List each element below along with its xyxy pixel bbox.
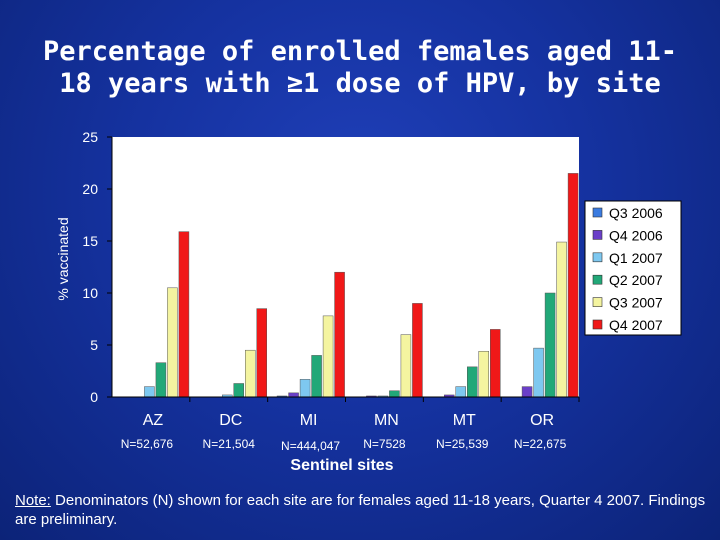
legend-label: Q4 2007 <box>609 317 663 333</box>
legend-label: Q1 2007 <box>609 250 663 266</box>
y-tick-label: 25 <box>82 129 98 145</box>
bar <box>521 386 533 398</box>
x-tick-label: OR <box>530 412 554 429</box>
legend-swatch <box>592 319 603 330</box>
x-tick-label: AZ <box>143 412 164 429</box>
title-line-1: Percentage of enrolled females aged 11- <box>43 36 677 67</box>
y-tick-label: 20 <box>82 181 98 197</box>
bar <box>144 386 155 398</box>
bar <box>567 173 579 398</box>
bar <box>167 287 178 398</box>
bar <box>233 383 244 398</box>
plot-area <box>112 137 579 397</box>
bar <box>556 241 567 398</box>
bar <box>412 303 423 398</box>
legend-swatch <box>592 297 603 307</box>
footnote: Note: Denominators (N) shown for each si… <box>15 491 715 529</box>
bar <box>455 386 466 398</box>
bar-chart: 0 5 10 15 20 25 % vaccinated AZ N=52,676 DC N=21,5… <box>55 129 682 474</box>
bar <box>400 334 412 398</box>
legend-label: Q4 2006 <box>609 227 663 243</box>
x-tick-label: MN <box>374 412 399 429</box>
legend-label: Q2 2007 <box>609 272 663 288</box>
title-line-2: 18 years with ≥1 dose of HPV, by site <box>59 68 661 99</box>
bar <box>467 366 478 398</box>
note-text: Denominators (N) shown for each site are… <box>15 492 706 528</box>
bar <box>478 350 489 398</box>
y-tick-label: 0 <box>90 389 98 405</box>
denominator-label: N=444,047 <box>281 439 340 453</box>
bar <box>322 315 334 398</box>
x-tick-label: MI <box>300 412 318 429</box>
y-tick-label: 10 <box>82 285 98 301</box>
x-axis-label: Sentinel sites <box>290 457 393 474</box>
bar <box>334 271 345 398</box>
bar <box>490 329 501 398</box>
bar <box>245 349 256 398</box>
legend-swatch <box>592 252 603 263</box>
bar <box>311 355 322 398</box>
bar <box>389 390 400 398</box>
chart-title: Percentage of enrolled females aged 11- … <box>0 36 720 100</box>
denominator-label: N=21,504 <box>203 437 256 451</box>
denominator-label: N=22,675 <box>514 437 567 451</box>
bar <box>155 362 167 398</box>
bar <box>256 308 267 398</box>
bar <box>288 392 299 398</box>
y-tick-label: 15 <box>82 233 98 249</box>
denominator-label: N=7528 <box>363 437 406 451</box>
denominator-label: N=52,676 <box>121 437 174 451</box>
legend-swatch <box>592 274 603 285</box>
y-tick-label: 5 <box>90 337 98 353</box>
x-tick-label: DC <box>219 412 242 429</box>
bar <box>178 231 190 398</box>
bar <box>544 292 556 398</box>
bar <box>299 379 311 398</box>
legend-swatch <box>592 230 603 240</box>
legend-label: Q3 2006 <box>609 205 663 221</box>
legend-box <box>584 200 682 336</box>
bar <box>533 347 544 398</box>
note-label: Note: <box>15 492 51 509</box>
legend-label: Q3 2007 <box>609 295 663 311</box>
legend-swatch <box>592 207 603 218</box>
y-axis-label: % vaccinated <box>55 217 71 300</box>
x-tick-label: MT <box>453 412 476 429</box>
denominator-label: N=25,539 <box>436 437 489 451</box>
